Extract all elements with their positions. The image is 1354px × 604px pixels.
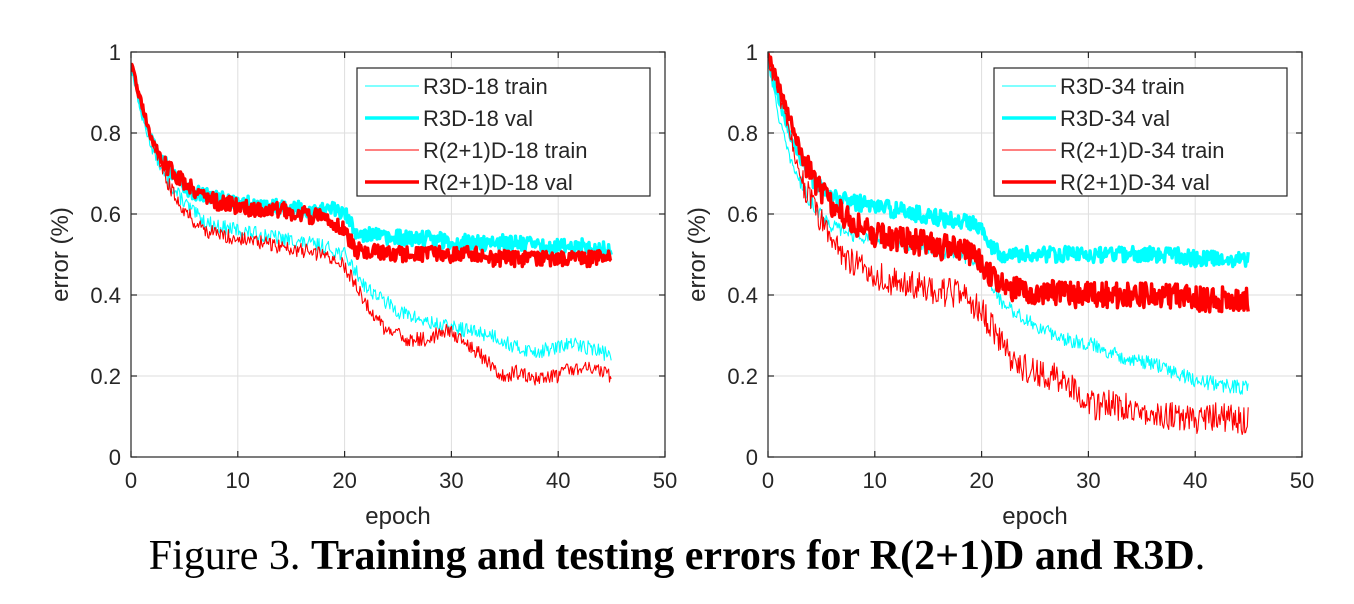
- legend-label: R3D-18 val: [423, 106, 533, 131]
- figure-caption: Figure 3. Training and testing errors fo…: [0, 532, 1354, 580]
- series-line-r-2-1-d-18-train: [131, 65, 612, 386]
- y-tick-label: 0: [746, 445, 758, 470]
- x-tick-label: 50: [1290, 468, 1314, 493]
- series-line-r-2-1-d-18-val: [131, 62, 613, 269]
- y-tick-label: 0.4: [727, 283, 758, 308]
- x-tick-label: 30: [1076, 468, 1100, 493]
- y-tick-label: 0.6: [90, 202, 121, 227]
- x-tick-label: 10: [226, 468, 250, 493]
- y-axis-label: error (%): [684, 207, 711, 302]
- y-tick-label: 0.6: [727, 202, 758, 227]
- legend-label: R3D-34 val: [1060, 106, 1170, 131]
- y-tick-label: 1: [109, 40, 121, 65]
- x-tick-label: 40: [1183, 468, 1207, 493]
- caption-prefix: Figure 3.: [148, 533, 301, 579]
- series-line-r-2-1-d-34-train: [768, 55, 1249, 436]
- legend-box: [356, 67, 651, 197]
- legend-label: R(2+1)D-34 train: [1060, 138, 1224, 163]
- axes-frame: [767, 51, 1303, 458]
- legend-box: [993, 67, 1288, 197]
- x-tick-label: 0: [125, 468, 137, 493]
- legend-label: R(2+1)D-18 train: [423, 138, 587, 163]
- series-line-r-2-1-d-34-val: [768, 52, 1250, 314]
- axes-frame: [130, 51, 666, 458]
- chart-panel-right: 0 10 20 30 40 50 0 0.2 0.4 0.6 0.8 1 epoch error (%) R…: [684, 40, 1314, 530]
- series-line-r3d-18-train: [131, 66, 612, 361]
- series-line-r3d-34-train: [768, 58, 1249, 395]
- y-tick-label: 1: [746, 40, 758, 65]
- x-tick-label: 20: [332, 468, 356, 493]
- y-tick-label: 0.8: [90, 121, 121, 146]
- caption-suffix: .: [1194, 533, 1206, 579]
- legend-label: R3D-18 train: [423, 74, 548, 99]
- x-tick-label: 20: [969, 468, 993, 493]
- y-tick-label: 0.4: [90, 283, 121, 308]
- x-tick-label: 0: [762, 468, 774, 493]
- x-tick-label: 50: [653, 468, 677, 493]
- x-axis-label: epoch: [365, 503, 430, 530]
- y-axis-label: error (%): [47, 207, 74, 302]
- y-tick-label: 0.2: [727, 364, 758, 389]
- x-tick-label: 40: [546, 468, 570, 493]
- series-group: [131, 62, 613, 386]
- legend: R3D-34 train R3D-34 val R(2+1)D-34 train R(…: [993, 67, 1288, 197]
- chart-panel-left: 0 10 20 30 40 50 0 0.2 0.4 0.6 0.8 1 epoch error (%) R…: [47, 40, 677, 530]
- y-tick-label: 0.8: [727, 121, 758, 146]
- y-tick-label: 0: [109, 445, 121, 470]
- legend: R3D-18 train R3D-18 val R(2+1)D-18 train R(…: [356, 67, 651, 197]
- legend-label: R(2+1)D-18 val: [423, 170, 573, 195]
- legend-label: R(2+1)D-34 val: [1060, 170, 1210, 195]
- x-tick-label: 30: [439, 468, 463, 493]
- series-group: [768, 52, 1250, 436]
- legend-label: R3D-34 train: [1060, 74, 1185, 99]
- x-axis-label: epoch: [1002, 503, 1067, 530]
- caption-bold: Training and testing errors for R(2+1)D …: [310, 533, 1195, 579]
- x-tick-label: 10: [863, 468, 887, 493]
- y-tick-label: 0.2: [90, 364, 121, 389]
